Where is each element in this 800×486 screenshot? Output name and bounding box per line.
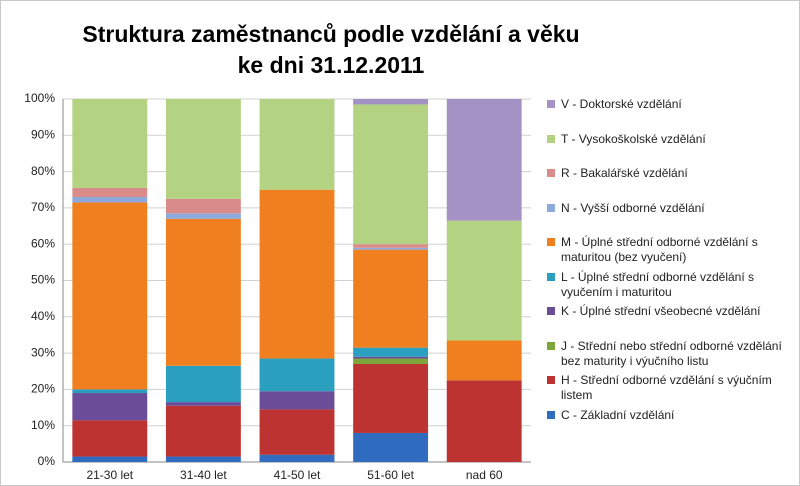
legend-item: M - Úplné střední odborné vzdělání s mat…	[547, 235, 797, 265]
legend-label: N - Vyšší odborné vzdělání	[561, 200, 705, 215]
y-tick-label: 60%	[31, 236, 55, 250]
bar-segment	[353, 249, 429, 348]
bar-segment	[165, 402, 241, 406]
bar-segment	[353, 244, 429, 248]
bar-segment	[353, 99, 429, 105]
legend-label: H - Střední odborné vzdělání s výučním l…	[561, 373, 772, 402]
bar-segment	[259, 409, 335, 455]
bar-segment	[259, 189, 335, 359]
bar-segment	[165, 456, 241, 462]
legend-item: L - Úplné střední odborné vzdělání s vyu…	[547, 270, 797, 300]
bar-segment	[353, 432, 429, 462]
bar-segment	[353, 358, 429, 364]
bar-segment	[72, 420, 148, 457]
y-tick-label: 40%	[31, 309, 55, 323]
bar-segment	[259, 99, 335, 190]
y-tick-label: 10%	[31, 418, 55, 432]
x-tick-label: 21-30 let	[86, 468, 133, 482]
legend-label: C - Základní vzdělání	[561, 407, 675, 422]
y-tick-label: 30%	[31, 345, 55, 359]
bar-segment	[353, 104, 429, 245]
bar-segment	[165, 213, 241, 219]
bar-segment	[72, 187, 148, 198]
legend-swatch	[547, 134, 555, 143]
bar-segment	[72, 202, 148, 390]
legend-swatch	[547, 307, 555, 315]
legend-label: M - Úplné střední odborné vzdělání s mat…	[561, 235, 758, 264]
legend-swatch	[547, 341, 555, 350]
y-tick-label: 0%	[38, 454, 56, 468]
legend-label: R - Bakalářské vzdělání	[561, 166, 688, 180]
bar-segment	[165, 99, 241, 199]
legend-swatch	[547, 100, 555, 108]
bar-segment	[446, 99, 522, 221]
legend-item: C - Základní vzdělání	[547, 408, 797, 423]
legend-item: V - Doktorské vzdělání	[547, 97, 797, 112]
y-tick-label: 90%	[31, 127, 55, 141]
bar-segment	[259, 358, 335, 392]
bar-segment	[72, 456, 148, 462]
bar-segment	[446, 380, 522, 462]
bar-segment	[72, 389, 148, 394]
legend-label: J - Střední nebo střední odborné vzdělán…	[561, 338, 782, 368]
y-tick-label: 80%	[31, 164, 55, 178]
bar-segment	[165, 405, 241, 457]
bar-segment	[259, 391, 335, 410]
legend-swatch	[547, 376, 555, 384]
bar-segment	[165, 198, 241, 214]
legend-item: N - Vyšší odborné vzdělání	[547, 201, 797, 216]
bar-segment	[72, 99, 148, 188]
bar-segment	[165, 365, 241, 403]
bar-segment	[165, 218, 241, 366]
bar-segment	[353, 247, 429, 250]
bar-segment	[72, 393, 148, 421]
x-tick-label: 41-50 let	[274, 468, 321, 482]
legend-label: T - Vysokoškolské vzdělání	[561, 131, 706, 146]
legend-item: R - Bakalářské vzdělání	[547, 166, 797, 181]
bar-segment	[353, 347, 429, 357]
x-tick-label: 31-40 let	[180, 468, 227, 482]
bar-segment	[353, 363, 429, 433]
legend-swatch	[547, 272, 555, 281]
legend-item: H - Střední odborné vzdělání s výučním l…	[547, 373, 797, 403]
y-tick-label: 100%	[24, 91, 55, 105]
x-tick-label: nad 60	[466, 468, 503, 482]
legend-swatch	[547, 169, 555, 177]
bar-segment	[446, 220, 522, 341]
bar-segment	[446, 340, 522, 381]
legend-label: K - Úplné střední všeobecné vzdělání	[561, 304, 761, 318]
y-tick-label: 70%	[31, 200, 55, 214]
legend-swatch	[547, 410, 555, 419]
legend-item: K - Úplné střední všeobecné vzdělání	[547, 304, 797, 319]
bar-segment	[353, 356, 429, 359]
bar-segment	[72, 197, 148, 203]
legend-swatch	[547, 238, 555, 246]
legend-item: T - Vysokoškolské vzdělání	[547, 132, 797, 147]
x-tick-label: 51-60 let	[367, 468, 414, 482]
y-tick-label: 20%	[31, 382, 55, 396]
legend-item: J - Střední nebo střední odborné vzdělán…	[547, 339, 797, 369]
chart-title: Struktura zaměstnanců podle vzdělání a v…	[82, 21, 580, 78]
bar-segment	[259, 454, 335, 462]
legend-label: L - Úplné střední odborné vzdělání s vyu…	[561, 269, 755, 299]
y-tick-label: 50%	[31, 273, 55, 287]
legend-swatch	[547, 203, 555, 212]
legend-label: V - Doktorské vzdělání	[561, 97, 682, 111]
